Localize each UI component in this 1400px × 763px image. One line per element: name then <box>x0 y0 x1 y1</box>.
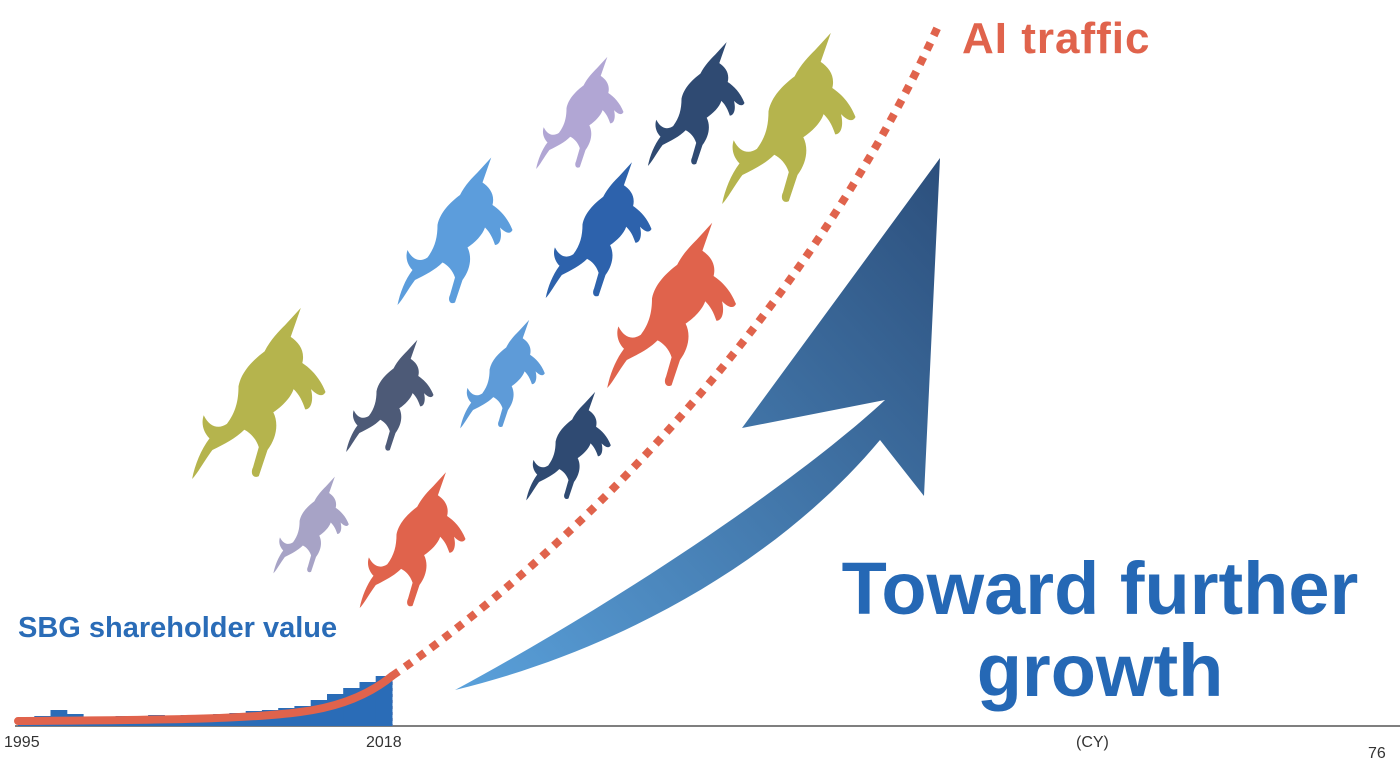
axis-unit-label: (CY) <box>1076 734 1109 751</box>
unicorn-icon <box>273 476 349 574</box>
unicorn-icon <box>346 339 434 452</box>
headline-line-2: growth <box>976 629 1224 712</box>
unicorn-icon <box>647 42 745 166</box>
unicorn-icon <box>397 157 513 305</box>
ai-traffic-line-projected <box>389 20 944 680</box>
axis-tick-start: 1995 <box>4 734 40 751</box>
unicorn-icon <box>545 162 652 298</box>
growth-arrow <box>455 158 940 690</box>
ai-traffic-label: AI traffic <box>962 14 1151 63</box>
unicorn-icon <box>359 472 466 608</box>
ai-traffic-line-actual <box>14 672 396 725</box>
unicorn-icon <box>526 391 611 501</box>
unicorn-icon <box>722 32 856 205</box>
unicorn-icon <box>607 222 736 388</box>
unicorn-icon <box>460 319 545 429</box>
headline-line-1: Toward further <box>841 547 1359 630</box>
page-number: 76 <box>1368 745 1386 762</box>
unicorn-icon <box>536 56 624 169</box>
unicorn-icon <box>192 307 326 479</box>
sbg-shareholder-value-label: SBG shareholder value <box>18 612 338 644</box>
headline: Toward further growth <box>800 548 1400 712</box>
axis-tick-end: 2018 <box>366 734 402 751</box>
